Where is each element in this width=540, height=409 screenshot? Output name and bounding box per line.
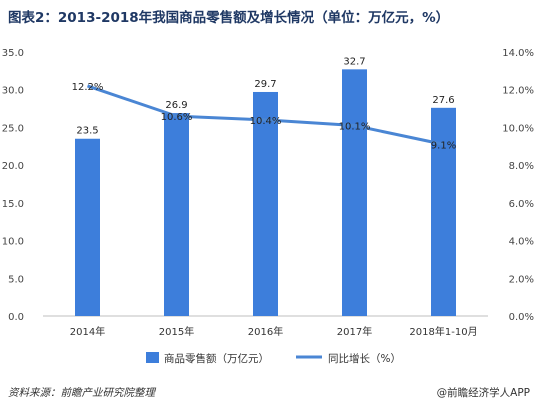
y-left-tick-label: 0.0 xyxy=(8,312,24,323)
y-right-tick-label: 8.0% xyxy=(509,161,534,172)
chart-title: 图表2：2013-2018年我国商品零售额及增长情况（单位：万亿元，%） xyxy=(8,10,450,26)
bar-data-label: 32.7 xyxy=(343,56,365,67)
bar-data-label: 26.9 xyxy=(165,100,187,111)
legend-bar-swatch xyxy=(146,352,159,363)
y-right-tick-label: 6.0% xyxy=(509,199,534,210)
y-right-tick-label: 12.0% xyxy=(502,86,534,97)
bar-data-label: 27.6 xyxy=(432,95,454,106)
legend-line-label: 同比增长（%） xyxy=(328,352,401,365)
source-note: 资料来源：前瞻产业研究院整理 xyxy=(8,387,155,399)
x-category-label: 2017年 xyxy=(337,325,372,338)
bar-data-label: 29.7 xyxy=(254,79,276,90)
y-left-tick-label: 15.0 xyxy=(2,199,24,210)
bar-retail-sales xyxy=(75,138,100,316)
y-left-tick-label: 25.0 xyxy=(2,123,24,134)
x-category-label: 2014年 xyxy=(70,325,105,338)
bar-retail-sales xyxy=(342,69,367,316)
y-left-tick-label: 20.0 xyxy=(2,161,24,172)
line-data-label: 12.2% xyxy=(72,82,104,93)
y-right-tick-label: 0.0% xyxy=(509,312,534,323)
y-right-tick-label: 10.0% xyxy=(502,123,534,134)
x-category-label: 2018年1-10月 xyxy=(409,325,477,338)
bar-retail-sales xyxy=(431,107,456,317)
line-yoy-growth xyxy=(87,84,444,146)
y-left-tick-label: 35.0 xyxy=(2,48,24,59)
y-right-tick-label: 4.0% xyxy=(509,237,534,248)
y-right-tick-label: 2.0% xyxy=(509,274,534,285)
y-left-tick-label: 10.0 xyxy=(2,237,24,248)
x-category-label: 2016年 xyxy=(248,325,283,338)
legend-bar-label: 商品零售额（万亿元） xyxy=(164,352,269,365)
bar-data-label: 23.5 xyxy=(76,126,98,137)
watermark-text: @前瞻经济学人APP xyxy=(436,387,530,399)
line-data-label: 10.1% xyxy=(339,122,371,133)
bar-retail-sales xyxy=(164,113,189,317)
bar-retail-sales xyxy=(253,91,278,316)
line-data-label: 9.1% xyxy=(431,140,456,151)
y-left-tick-label: 5.0 xyxy=(8,274,24,285)
line-data-label: 10.4% xyxy=(250,116,282,127)
y-right-tick-label: 14.0% xyxy=(502,48,534,59)
line-data-label: 10.6% xyxy=(161,112,193,123)
y-left-tick-label: 30.0 xyxy=(2,86,24,97)
x-category-label: 2015年 xyxy=(159,325,194,338)
